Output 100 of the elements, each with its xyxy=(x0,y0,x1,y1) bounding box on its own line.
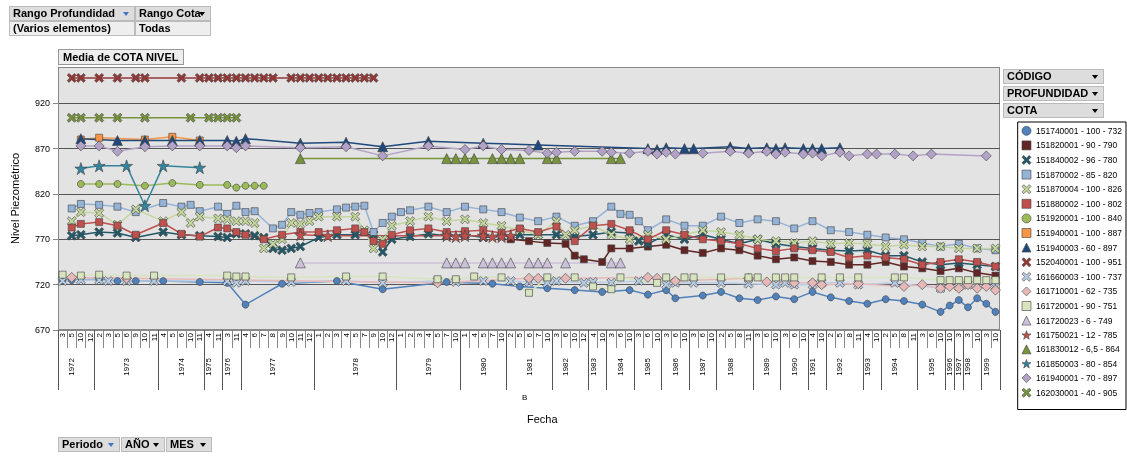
text: 1989 xyxy=(762,357,772,376)
x-tick-label: 10 xyxy=(817,332,827,342)
text: 1990 xyxy=(789,357,799,376)
text: 1983 xyxy=(588,357,598,376)
x-tick-label: 3 xyxy=(753,332,763,338)
text: 1982 xyxy=(561,357,571,376)
x-tick-label: 12 xyxy=(305,332,314,342)
legend-label: 161720023 - 6 - 749 xyxy=(1035,315,1113,326)
x-tick-label: 10 xyxy=(990,332,1000,342)
x-tick-label: 6 xyxy=(789,332,799,338)
x-tick-label: 7 xyxy=(442,332,452,338)
text: COTA xyxy=(1003,103,1104,118)
legend-label: 151940003 - 60 - 897 xyxy=(1035,242,1118,253)
x-tick-label: 10 xyxy=(771,332,781,342)
text: AÑO xyxy=(121,437,165,452)
y-tick-label: 920 xyxy=(34,98,50,109)
x-tick-label: 8 xyxy=(844,332,854,338)
x-tick-label: 9 xyxy=(369,332,379,338)
legend-label: 161750021 - 12 - 785 xyxy=(1035,329,1118,340)
text: (Varios elementos) xyxy=(9,21,135,36)
x-tick-label: 3 xyxy=(414,332,424,338)
legend-label: 151940001 - 100 - 887 xyxy=(1035,228,1123,238)
x-tick-label: 5 xyxy=(167,332,177,338)
legend-label: 151870004 - 100 - 826 xyxy=(1035,184,1123,195)
x-tick-label: 6 xyxy=(762,332,772,338)
x-tick-label: 5 xyxy=(112,332,122,338)
x-tick-label: 5 xyxy=(478,332,488,338)
x-tick-label: 4 xyxy=(469,332,479,338)
legend-label: 161710001 - 62 - 735 xyxy=(1035,286,1118,297)
x-tick-label: 10 xyxy=(570,332,580,342)
x-tick-label: 2 xyxy=(323,332,333,338)
text: 1981 xyxy=(524,357,534,376)
x-tick-label: 11 xyxy=(149,332,159,342)
chart-title: Media de COTA NIVEL xyxy=(58,49,184,65)
x-tick-label: 5 xyxy=(67,332,77,338)
x-tick-label: 10 xyxy=(872,332,882,342)
x-tick-label: 10 xyxy=(286,332,296,342)
x-tick-label: 6 xyxy=(615,332,625,338)
x-tick-label: 2 xyxy=(506,332,516,338)
x-tick-label: 3 xyxy=(981,332,991,338)
legend-label: 161850003 - 80 - 854 xyxy=(1035,358,1118,369)
text: 1979 xyxy=(423,357,433,376)
text: 1991 xyxy=(808,357,818,376)
x-tick-label: 6 xyxy=(698,332,708,338)
legend-label: 161830012 - 6,5 - 864 xyxy=(1035,344,1120,355)
x-tick-label: 3 xyxy=(222,332,232,338)
x-tick-label: 3 xyxy=(551,332,561,338)
x-tick-label: 9 xyxy=(131,332,141,338)
x-tick-label: 11 xyxy=(213,332,223,342)
x-tick-label: 4 xyxy=(862,332,872,338)
x-tick-label: 2 xyxy=(881,332,891,338)
legend-label: 161660003 - 100 - 737 xyxy=(1035,271,1123,282)
text: PROFUNDIDAD xyxy=(1003,86,1104,101)
x-tick-label: 2 xyxy=(405,332,415,338)
x-tick-label: 10 xyxy=(679,332,689,342)
x-tick-label: 11 xyxy=(908,332,918,342)
text: 1980 xyxy=(478,357,488,376)
x-tick-label: 4 xyxy=(204,332,214,338)
x-tick-label: 3 xyxy=(58,332,68,338)
text: CÓDIGO xyxy=(1003,69,1104,84)
x-tick-label: 6 xyxy=(176,332,186,338)
x-tick-label: 11 xyxy=(195,332,205,342)
x-tick-label: 3 xyxy=(917,332,927,338)
x-tick-label: 1 xyxy=(314,332,324,338)
x-tick-label: 10 xyxy=(972,332,982,342)
x-tick-label: 2 xyxy=(716,332,726,338)
x-tick-label: 4 xyxy=(808,332,818,338)
x-tick-label: 3 xyxy=(689,332,699,338)
x-tick-label: 10 xyxy=(451,332,461,342)
text: Rango Profundidad xyxy=(9,6,135,21)
text: 1993 xyxy=(862,357,872,376)
x-tick-label: 12 xyxy=(579,332,589,342)
text: B xyxy=(522,393,528,402)
x-tick-label: 8 xyxy=(734,332,744,338)
text: 1996 xyxy=(945,357,955,376)
x-tick-label: 1 xyxy=(460,332,470,338)
x-tick-label: 10 xyxy=(186,332,196,342)
x-tick-label: 7 xyxy=(359,332,369,338)
y-axis-title: Nivel Piezométrico xyxy=(8,152,21,245)
y-tick-label: 820 xyxy=(34,188,50,199)
text: 1973 xyxy=(122,357,132,376)
legend-label: 151740001 - 100 - 732 xyxy=(1035,125,1123,136)
x-tick-label: 4 xyxy=(240,332,250,338)
legend-label: 162030001 - 40 - 905 xyxy=(1035,387,1118,398)
x-tick-label: 6 xyxy=(926,332,936,338)
x-tick-label: 5 xyxy=(890,332,900,338)
x-tick-label: 7 xyxy=(533,332,543,338)
x-tick-label: 9 xyxy=(277,332,287,338)
text: 1997 xyxy=(954,357,964,376)
legend-label: 151870002 - 85 - 820 xyxy=(1035,169,1118,180)
legend-label: 161720001 - 90 - 751 xyxy=(1035,301,1118,311)
text: 1988 xyxy=(725,357,735,376)
text: 1985 xyxy=(643,357,653,376)
x-tick-label: 10 xyxy=(652,332,662,342)
legend-label: 151840002 - 96 - 780 xyxy=(1035,155,1118,165)
text: 1998 xyxy=(963,357,973,376)
x-tick-label: 5 xyxy=(515,332,525,338)
x-tick-label: 3 xyxy=(954,332,964,338)
text: 1987 xyxy=(698,357,708,376)
x-tick-label: 5 xyxy=(433,332,443,338)
